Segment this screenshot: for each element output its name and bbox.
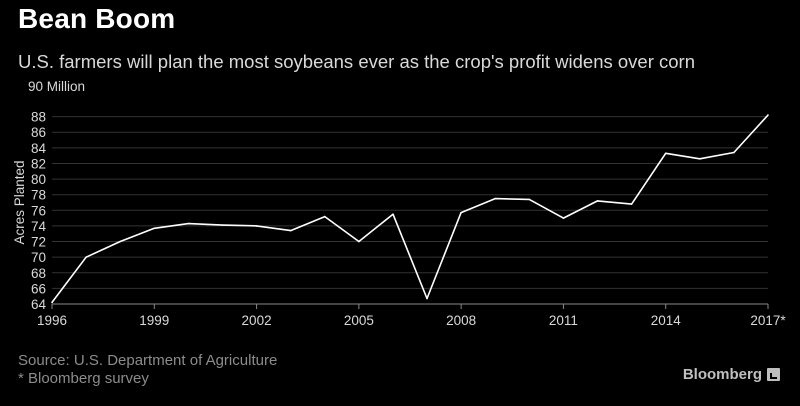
x-tick-label: 2014 (651, 313, 682, 328)
data-point (494, 197, 497, 200)
y-tick-label: 70 (31, 250, 46, 265)
y-unit-label: 90 Million (28, 79, 85, 94)
y-tick-label: 82 (31, 156, 46, 171)
bloomberg-logo: Bloomberg (683, 366, 780, 383)
data-point (358, 240, 360, 243)
data-point (767, 114, 769, 116)
data-point (119, 240, 121, 243)
data-point (392, 213, 394, 216)
chart-subtitle: U.S. farmers will plan the most soybeans… (18, 51, 696, 72)
data-point (51, 301, 53, 304)
x-tick-label: 2017* (750, 313, 786, 328)
x-tick-label: 2011 (549, 313, 578, 328)
x-tick-label: 1999 (139, 313, 169, 328)
footnote: * Bloomberg survey (18, 370, 149, 387)
data-point (528, 198, 531, 201)
data-point (187, 222, 190, 225)
series-line (51, 114, 769, 303)
data-point (460, 211, 462, 214)
source-note: Source: U.S. Department of Agriculture (18, 352, 278, 369)
y-tick-label: 66 (31, 281, 46, 296)
x-tick-label: 2008 (446, 313, 476, 328)
data-point (699, 157, 701, 160)
y-tick-label: 68 (31, 266, 46, 281)
y-axis-label: Acres Planted (12, 160, 27, 244)
data-point (153, 227, 156, 230)
y-tick-label: 86 (31, 125, 46, 140)
chart-icon (767, 368, 780, 381)
data-point (289, 229, 292, 232)
data-point (85, 256, 87, 258)
data-point (426, 297, 428, 300)
data-point (255, 225, 258, 227)
x-tick-label: 2002 (242, 313, 272, 328)
y-tick-label: 88 (31, 110, 46, 125)
y-tick-label: 64 (31, 297, 47, 312)
data-point (323, 215, 326, 218)
x-tick-label: 1996 (37, 313, 67, 328)
y-tick-label: 78 (31, 188, 46, 203)
y-tick-label: 80 (31, 172, 46, 187)
y-tick-label: 74 (31, 219, 47, 234)
data-point (733, 151, 735, 154)
data-point (562, 217, 565, 219)
brand-name: Bloomberg (682, 366, 762, 383)
y-tick-label: 76 (31, 203, 46, 218)
y-tick-label: 72 (31, 235, 46, 250)
x-tick-label: 2005 (344, 313, 374, 328)
chart-title: Bean Boom (18, 3, 176, 34)
data-point (221, 224, 224, 226)
data-point (664, 152, 667, 155)
data-point (596, 200, 599, 202)
y-tick-label: 84 (31, 141, 47, 156)
data-point (630, 203, 633, 205)
